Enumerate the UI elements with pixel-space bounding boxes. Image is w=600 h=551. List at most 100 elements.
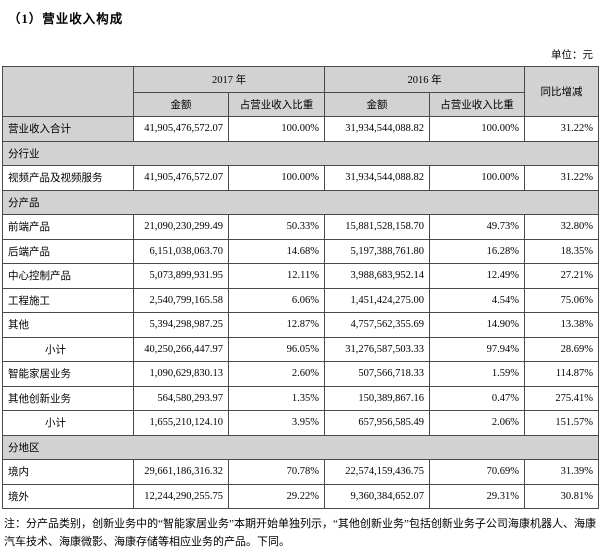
yoy-header: 同比增减 [524,66,599,117]
year-2016-header: 2016 年 [324,66,525,93]
ratio-2017: 96.05% [228,336,325,362]
ratio-2017: 2.60% [228,361,325,387]
amount-2017: 564,580,293.97 [133,385,229,411]
row-label: 智能家居业务 [2,361,134,387]
amount-2016: 31,276,587,503.33 [324,336,430,362]
ratio-2016: 100.00% [429,116,525,142]
amount-2016: 5,197,388,761.80 [324,238,430,264]
ratio-2017: 29.22% [228,483,325,509]
yoy-change: 32.80% [524,214,599,240]
amount-2016: 3,988,683,952.14 [324,263,430,289]
table-row: 前端产品 21,090,230,299.49 50.33% 15,881,528,15… [2,214,599,240]
amount-2017: 40,250,266,447.97 [133,336,229,362]
amount-2016: 31,934,544,088.82 [324,165,430,191]
table-row: 视频产品及视频服务 41,905,476,572.07 100.00% 31,934,… [2,165,599,191]
row-label: 境外 [2,483,134,509]
ratio-2017: 100.00% [228,165,325,191]
ratio-2016: 2.06% [429,410,525,436]
amount-2016: 1,451,424,275.00 [324,287,430,313]
amount-2016: 15,881,528,158.70 [324,214,430,240]
ratio-2016: 14.90% [429,312,525,338]
table-row: 小计 40,250,266,447.97 96.05% 31,276,587,503.… [2,336,599,362]
amount-2017: 41,905,476,572.07 [133,116,229,142]
ratio-2017: 12.11% [228,263,325,289]
yoy-change: 30.81% [524,483,599,509]
ratio-2017: 12.87% [228,312,325,338]
section-row: 分行业 [2,140,599,166]
row-label: 境内 [2,459,134,485]
unit-label: 单位：元 [551,50,593,61]
yoy-change: 31.22% [524,116,599,142]
table-body: 营业收入合计 41,905,476,572.07 100.00% 31,934,544… [2,116,599,509]
row-label: 后端产品 [2,238,134,264]
amount-2016: 4,757,562,355.69 [324,312,430,338]
ratio-2016: 100.00% [429,165,525,191]
table-row: 智能家居业务 1,090,629,830.13 2.60% 507,566,718.3… [2,361,599,387]
section-label: 分地区 [2,434,599,460]
ratio-2017-header: 占营业收入比重 [228,92,325,117]
ratio-2017: 50.33% [228,214,325,240]
yoy-change: 75.06% [524,287,599,313]
ratio-2017: 1.35% [228,385,325,411]
ratio-2016: 70.69% [429,459,525,485]
row-label: 其他 [2,312,134,338]
revenue-composition-table: 2017 年 2016 年 同比增减 金额 占营业收入比重 金额 占营业收入比重… [2,66,599,509]
ratio-2017: 70.78% [228,459,325,485]
section-row: 分产品 [2,189,599,215]
amount-2017: 21,090,230,299.49 [133,214,229,240]
amount-2017: 29,661,186,316.32 [133,459,229,485]
amount-2016: 9,360,384,652.07 [324,483,430,509]
amount-2016: 150,389,867.16 [324,385,430,411]
amount-2017: 1,090,629,830.13 [133,361,229,387]
ratio-2016: 16.28% [429,238,525,264]
yoy-change: 28.69% [524,336,599,362]
ratio-2016-header: 占营业收入比重 [429,92,525,117]
amount-2017: 5,394,298,987.25 [133,312,229,338]
ratio-2017: 6.06% [228,287,325,313]
ratio-2016: 49.73% [429,214,525,240]
yoy-change: 275.41% [524,385,599,411]
yoy-change: 18.35% [524,238,599,264]
ratio-2016: 0.47% [429,385,525,411]
row-label: 中心控制产品 [2,263,134,289]
table-row: 其他创新业务 564,580,293.97 1.35% 150,389,867.16 0… [2,385,599,411]
section-label: 分产品 [2,189,599,215]
row-label: 工程施工 [2,287,134,313]
row-label: 小计 [2,336,134,362]
ratio-2016: 4.54% [429,287,525,313]
yoy-change: 151.57% [524,410,599,436]
year-2017-header: 2017 年 [133,66,325,93]
ratio-2016: 1.59% [429,361,525,387]
ratio-2016: 29.31% [429,483,525,509]
yoy-change: 27.21% [524,263,599,289]
amount-2017: 6,151,038,063.70 [133,238,229,264]
table-row: 工程施工 2,540,799,165.58 6.06% 1,451,424,275.0… [2,287,599,313]
table-row: 中心控制产品 5,073,899,931.95 12.11% 3,988,683,95… [2,263,599,289]
yoy-change: 31.22% [524,165,599,191]
stub-header-cell [2,66,134,117]
yoy-change: 13.38% [524,312,599,338]
amount-2017: 1,655,210,124.10 [133,410,229,436]
amount-2017: 5,073,899,931.95 [133,263,229,289]
table-header: 2017 年 2016 年 同比增减 金额 占营业收入比重 金额 占营业收入比重 [2,66,599,117]
yoy-change: 114.87% [524,361,599,387]
amount-2016: 657,956,585.49 [324,410,430,436]
row-label: 营业收入合计 [2,116,134,142]
table-row: 小计 1,655,210,124.10 3.95% 657,956,585.49 2.0… [2,410,599,436]
section-row: 分地区 [2,434,599,460]
row-label: 小计 [2,410,134,436]
ratio-2017: 100.00% [228,116,325,142]
amount-2016: 31,934,544,088.82 [324,116,430,142]
table-row: 后端产品 6,151,038,063.70 14.68% 5,197,388,761.… [2,238,599,264]
row-label: 视频产品及视频服务 [2,165,134,191]
page-title: （1）营业收入构成 [8,12,124,26]
amount-2017: 12,244,290,255.75 [133,483,229,509]
amount-2016-header: 金额 [324,92,430,117]
yoy-change: 31.39% [524,459,599,485]
amount-2016: 507,566,718.33 [324,361,430,387]
table-row: 境外 12,244,290,255.75 29.22% 9,360,384,652.0… [2,483,599,509]
section-label: 分行业 [2,140,599,166]
amount-2017-header: 金额 [133,92,229,117]
amount-2016: 22,574,159,436.75 [324,459,430,485]
